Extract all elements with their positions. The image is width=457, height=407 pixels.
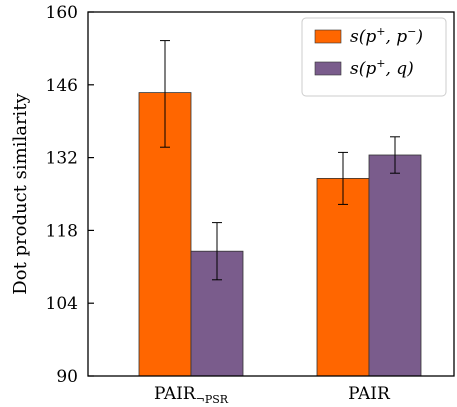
plot-frame: [87, 11, 455, 377]
y-tick-label: 118: [46, 221, 78, 241]
y-tick-label: 146: [46, 76, 78, 96]
legend-entry-2: s(p+, q): [350, 57, 414, 79]
bar-series-2-cat-2: [368, 154, 422, 377]
bars-layer: [138, 92, 422, 377]
x-axis-categories: PAIR¬PSR PAIR: [154, 384, 391, 406]
y-axis-title: Dot product similarity: [10, 92, 31, 294]
y-tick-label: 90: [56, 367, 78, 387]
legend-entry-1: s(p+, p−): [350, 25, 423, 47]
y-tick-label: 132: [46, 149, 78, 169]
y-tick-label: 160: [46, 3, 78, 23]
legend-swatch: [314, 61, 342, 76]
x-category-label: PAIR: [348, 384, 391, 404]
bar-series-1-cat-2: [316, 177, 370, 377]
x-category-label: PAIR¬PSR: [154, 384, 229, 406]
y-tick-label: 104: [46, 294, 78, 314]
legend: s(p+, p−) s(p+, q): [301, 17, 447, 97]
legend-swatch: [314, 29, 342, 44]
y-axis-ticks: 90 104 118 132 146 160: [46, 3, 94, 387]
error-bars-layer: [160, 40, 400, 281]
